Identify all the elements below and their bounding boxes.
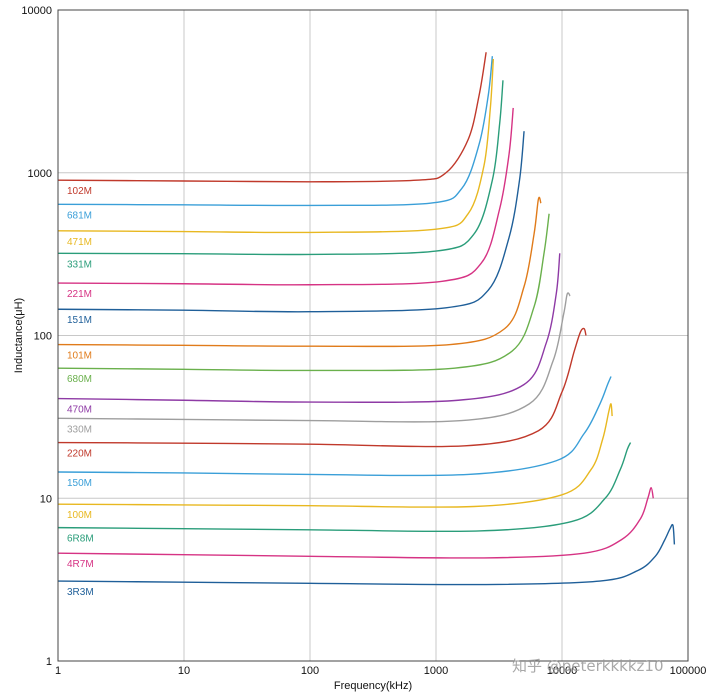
y-axis-label: Inductance(μH) [13,298,25,373]
y-tick-labels: 1 10 100 1000 10000 [21,5,52,668]
series-line-100m [57,403,613,508]
series-line-3r3m [57,523,676,586]
series-line-102m [57,52,487,183]
y-tick-label: 10000 [21,5,52,17]
series-label-3r3m: 3R3M [67,587,94,598]
series-label-470m: 470M [67,405,92,416]
y-tick-label: 10 [40,493,52,505]
x-tick-label: 1000 [424,665,448,677]
series-line-151m [57,131,525,313]
series-label-151m: 151M [67,315,92,326]
x-axis-label: Frequency(kHz) [334,680,412,692]
series-label-220m: 220M [67,449,92,460]
series-label-150m: 150M [67,478,92,489]
series-line-101m [57,196,542,348]
series-label-681m: 681M [67,210,92,221]
series-line-331m [57,80,504,256]
series-label-100m: 100M [67,510,92,521]
series-label-6r8m: 6R8M [67,534,94,545]
x-tick-label: 10 [178,665,190,677]
plot-frame [57,9,689,662]
x-tick-label: 1 [55,665,61,677]
series-line-150m [57,376,612,477]
y-tick-label: 1 [46,656,52,668]
series-line-220m [57,327,587,448]
x-tick-label: 10000 [547,665,578,677]
series-label-331m: 331M [67,259,92,270]
series-label-4r7m: 4R7M [67,559,94,570]
series-line-681m [57,56,494,207]
x-tick-label: 100 [301,665,319,677]
series-line-4r7m [57,487,654,559]
series-line-470m [57,253,561,403]
series-label-471m: 471M [67,237,92,248]
x-tick-label: 100000 [670,665,707,677]
y-tick-label: 100 [34,331,52,343]
series-label-680m: 680M [67,374,92,385]
series-label-330m: 330M [67,424,92,435]
series-label-101m: 101M [67,351,92,362]
series-line-6r8m [57,442,632,533]
x-tick-labels: 1 10 100 1000 10000 100000 [55,665,706,677]
series-label-102m: 102M [67,186,92,197]
series-line-680m [57,213,550,372]
series-line-471m [57,58,495,234]
y-tick-label: 1000 [28,168,52,180]
series-line-330m [57,292,571,423]
series-line-221m [57,107,514,286]
series-label-221m: 221M [67,289,92,300]
series-layer [57,52,676,586]
series-label-layer: 102M 681M 471M 331M 221M 151M 101M 680M 470M 330M… [67,186,94,598]
watermark: 知乎 @peterkkkkz10 [512,657,664,675]
